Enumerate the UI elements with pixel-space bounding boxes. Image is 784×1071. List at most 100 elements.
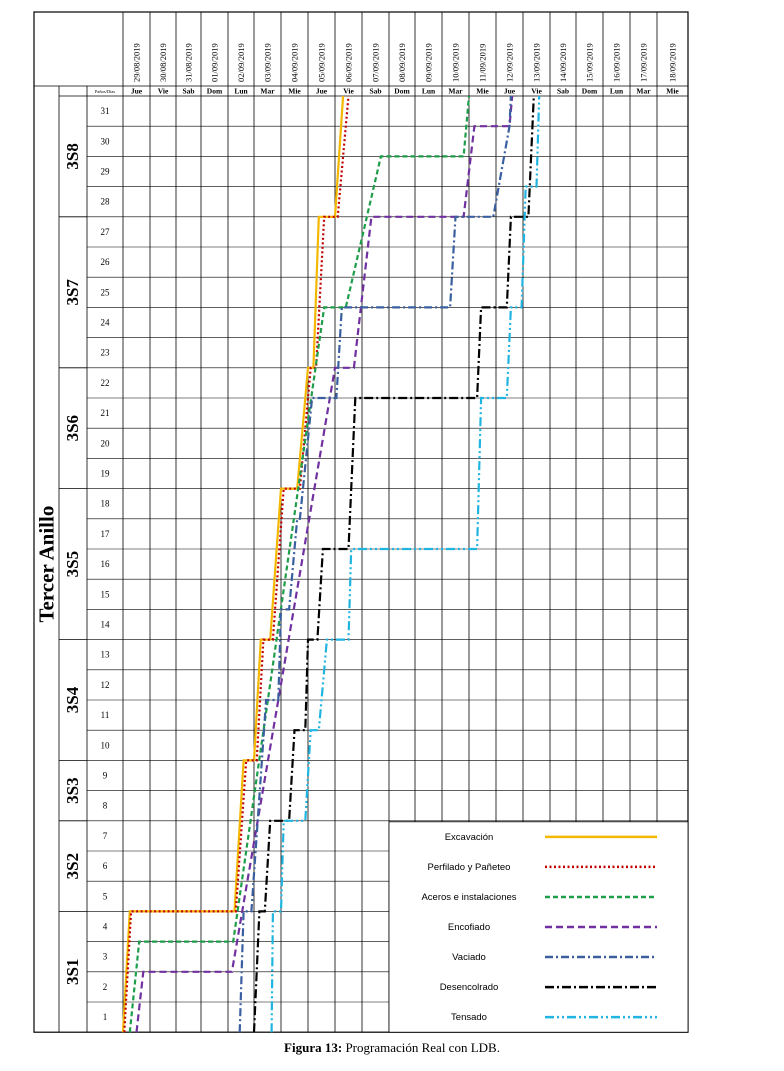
- day-label: Sab: [182, 87, 194, 96]
- panel-number: 26: [101, 257, 111, 267]
- day-label: Mar: [636, 87, 651, 96]
- day-label: Dom: [582, 87, 598, 96]
- section-label: 3S2: [63, 853, 82, 879]
- date-label: 14/09/2019: [558, 43, 568, 82]
- legend-label: Vaciado: [452, 952, 486, 963]
- panel-number: 19: [101, 469, 111, 479]
- panel-number: 2: [103, 982, 108, 992]
- panel-number: 29: [101, 167, 111, 177]
- legend-label: Desencolrado: [440, 982, 499, 993]
- section-label: 3S3: [63, 777, 82, 803]
- panel-number: 25: [101, 287, 111, 297]
- day-label: Mie: [288, 87, 301, 96]
- panel-number: 6: [103, 861, 108, 871]
- date-label: 04/09/2019: [290, 43, 300, 82]
- panel-number: 23: [101, 348, 111, 358]
- panel-number: 15: [101, 589, 111, 599]
- panel-number: 18: [101, 499, 111, 509]
- date-header: 29/08/2019 30/08/2019 31/08/2019 01/09/2019…: [95, 43, 680, 95]
- panel-number: 28: [101, 197, 111, 207]
- day-label: Sab: [369, 87, 381, 96]
- day-label: Dom: [394, 87, 410, 96]
- series-line-vaciado: [238, 95, 512, 1033]
- date-label: 13/09/2019: [532, 43, 542, 82]
- series-line-tensado: [270, 95, 541, 1033]
- date-label: 09/09/2019: [424, 43, 434, 82]
- section-label: 3S1: [63, 959, 82, 985]
- legend-label: Encofiado: [448, 922, 490, 933]
- date-label: 08/09/2019: [397, 43, 407, 82]
- series-line-aceros-e-instalaciones: [128, 95, 471, 1033]
- legend-label: Tensado: [451, 1012, 487, 1023]
- date-label: 15/09/2019: [585, 43, 595, 82]
- day-label: Lun: [234, 87, 248, 96]
- date-label: 31/08/2019: [184, 43, 194, 82]
- panel-number: 7: [103, 831, 108, 841]
- day-label: Jue: [504, 87, 516, 96]
- day-label: Vie: [158, 87, 169, 96]
- series-line-encofiado: [135, 95, 514, 1033]
- corner-label: Paños/Días: [95, 89, 115, 94]
- date-label: 11/09/2019: [478, 44, 488, 82]
- day-label: Mie: [476, 87, 489, 96]
- day-label: Vie: [531, 87, 542, 96]
- day-label: Dom: [207, 87, 223, 96]
- panel-number: 16: [101, 559, 111, 569]
- date-label: 03/09/2019: [263, 43, 273, 82]
- day-label: Jue: [131, 87, 143, 96]
- section-label: 3S5: [63, 551, 82, 577]
- panel-number: 5: [103, 891, 108, 901]
- panel-number: 13: [101, 650, 111, 660]
- panel-number: 22: [101, 378, 110, 388]
- legend-box: [388, 821, 689, 1033]
- day-label: Lun: [610, 87, 624, 96]
- date-label: 12/09/2019: [505, 43, 515, 82]
- legend: Excavación Perfilado y Pañeteo Aceros e in…: [388, 821, 689, 1033]
- section-label: 3S4: [63, 686, 82, 713]
- panel-number: 8: [103, 801, 108, 811]
- day-label: Vie: [343, 87, 354, 96]
- panel-number: 14: [101, 620, 111, 630]
- date-label: 17/09/2019: [639, 43, 649, 82]
- day-label: Jue: [316, 87, 328, 96]
- panel-number: 30: [101, 136, 111, 146]
- caption-text: Programación Real con LDB.: [342, 1040, 500, 1055]
- section-label: 3S6: [63, 415, 82, 441]
- section-label: 3S8: [63, 143, 82, 169]
- panel-number: 11: [101, 710, 110, 720]
- series-lines: [121, 95, 541, 1033]
- legend-label: Aceros e instalaciones: [421, 892, 516, 903]
- day-label: Lun: [422, 87, 436, 96]
- date-label: 02/09/2019: [236, 43, 246, 82]
- day-label: Mie: [666, 87, 679, 96]
- series-line-excavaci-n: [121, 95, 345, 1033]
- day-label: Mar: [260, 87, 275, 96]
- panel-number: 17: [101, 529, 111, 539]
- date-label: 05/09/2019: [317, 43, 327, 82]
- date-label: 07/09/2019: [371, 43, 381, 82]
- panel-number: 21: [101, 408, 110, 418]
- panel-labels: 1234567891011121314151617181920212223242…: [35, 106, 111, 1022]
- date-label: 29/08/2019: [132, 43, 142, 82]
- legend-label: Perfilado y Pañeteo: [428, 862, 511, 873]
- panel-number: 4: [103, 922, 108, 932]
- panel-number: 1: [103, 1012, 108, 1022]
- date-label: 10/09/2019: [451, 43, 461, 82]
- ring-label: Tercer Anillo: [35, 506, 59, 623]
- date-label: 01/09/2019: [210, 43, 220, 82]
- date-label: 06/09/2019: [344, 43, 354, 82]
- panel-number: 9: [103, 771, 108, 781]
- grid: [33, 11, 689, 1033]
- date-label: 30/08/2019: [158, 43, 168, 82]
- day-label: Sab: [557, 87, 569, 96]
- date-label: 18/09/2019: [668, 43, 678, 82]
- date-label: 16/09/2019: [612, 43, 622, 82]
- panel-number: 27: [101, 227, 111, 237]
- caption-label: Figura 13:: [284, 1040, 343, 1055]
- gantt-chart: 29/08/2019 30/08/2019 31/08/2019 01/09/2019…: [33, 11, 689, 1033]
- panel-number: 10: [101, 740, 111, 750]
- section-label: 3S7: [63, 279, 82, 306]
- panel-number: 20: [101, 438, 111, 448]
- panel-number: 24: [101, 318, 111, 328]
- panel-number: 3: [103, 952, 108, 962]
